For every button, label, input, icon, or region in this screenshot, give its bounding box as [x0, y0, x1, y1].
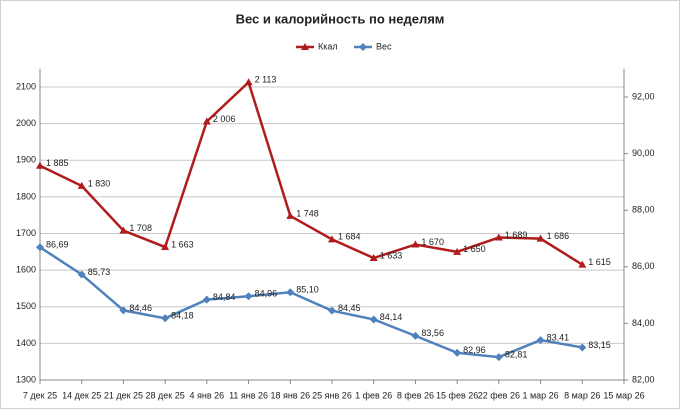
- series-line: [39, 246, 583, 359]
- marker: [36, 243, 44, 252]
- y-tick-label: 1400: [16, 338, 36, 348]
- y2-tick-label: 86,00: [632, 261, 655, 271]
- data-label: 83,15: [588, 340, 611, 350]
- data-label: 1 633: [380, 250, 403, 260]
- series-line: [39, 79, 583, 266]
- data-label: 2 006: [213, 114, 236, 124]
- marker: [286, 288, 295, 297]
- chart-title: Вес и калорийность по неделям: [236, 11, 445, 26]
- x-tick-label: 7 дек 25: [23, 390, 57, 400]
- data-label: 1 689: [505, 230, 528, 240]
- marker: [536, 336, 545, 345]
- x-tick-label: 8 фев 26: [397, 390, 434, 400]
- data-label: 84,18: [171, 311, 194, 321]
- marker: [494, 353, 503, 362]
- data-label: 85,10: [296, 285, 319, 295]
- marker: [161, 243, 170, 251]
- marker: [411, 240, 420, 248]
- marker: [202, 295, 211, 304]
- legend-label: Вес: [376, 41, 392, 51]
- data-label: 1 708: [129, 223, 152, 233]
- data-label: 84,14: [380, 312, 403, 322]
- x-tick-label: 25 янв 26: [312, 390, 352, 400]
- marker: [328, 235, 336, 243]
- data-label: 85,73: [88, 267, 111, 277]
- data-label: 1 670: [421, 237, 444, 247]
- y-tick-label: 1300: [16, 374, 36, 384]
- marker: [77, 270, 86, 279]
- data-label: 1 615: [588, 257, 611, 267]
- data-label: 84,96: [255, 289, 278, 299]
- marker: [244, 292, 253, 301]
- x-tick-label: 4 янв 26: [190, 390, 225, 400]
- x-tick-label: 22 фев 26: [478, 390, 520, 400]
- y-tick-label: 1700: [16, 228, 36, 238]
- marker: [369, 254, 378, 262]
- marker: [453, 348, 462, 357]
- y-tick-label: 2000: [16, 118, 36, 128]
- x-tick-label: 15 фев 26: [436, 390, 478, 400]
- marker: [578, 260, 587, 268]
- y-tick-label: 2100: [16, 81, 36, 91]
- y-tick-label: 1500: [16, 301, 36, 311]
- data-label: 83,41: [547, 332, 570, 342]
- data-label: 1 650: [463, 244, 486, 254]
- y-tick-label: 1800: [16, 191, 36, 201]
- y2-tick-label: 88,00: [632, 205, 655, 215]
- x-tick-label: 18 янв 26: [270, 390, 310, 400]
- marker: [119, 226, 128, 234]
- x-tick-label: 15 мар 26: [603, 390, 644, 400]
- marker: [244, 78, 253, 86]
- y2-tick-label: 92,00: [632, 91, 655, 101]
- y2-tick-label: 84,00: [632, 318, 655, 328]
- data-label: 1 684: [338, 232, 361, 242]
- marker: [536, 234, 545, 242]
- marker: [359, 43, 367, 51]
- y-tick-label: 1900: [16, 155, 36, 165]
- marker: [202, 117, 211, 125]
- x-tick-label: 1 фев 26: [355, 390, 392, 400]
- marker: [161, 314, 170, 323]
- y2-tick-label: 82,00: [632, 374, 655, 384]
- data-label: 1 830: [88, 178, 111, 188]
- marker: [494, 233, 503, 241]
- legend-label: Ккал: [318, 41, 338, 51]
- data-label: 86,69: [46, 240, 69, 250]
- x-tick-label: 8 мар 26: [564, 390, 600, 400]
- y2-tick-label: 90,00: [632, 148, 655, 158]
- data-label: 1 748: [296, 208, 319, 218]
- x-tick-label: 1 мар 26: [522, 390, 558, 400]
- x-tick-label: 21 дек 25: [104, 390, 143, 400]
- data-label: 2 113: [255, 75, 277, 85]
- marker: [453, 247, 462, 255]
- data-label: 84,45: [338, 303, 361, 313]
- data-label: 82,96: [463, 345, 486, 355]
- marker: [36, 161, 44, 169]
- data-label: 83,56: [421, 328, 444, 338]
- x-tick-label: 11 янв 26: [229, 390, 268, 400]
- marker: [77, 181, 86, 189]
- data-label: 1 885: [46, 158, 69, 168]
- marker: [328, 306, 336, 315]
- data-label: 1 663: [171, 239, 194, 249]
- marker: [119, 306, 128, 315]
- data-label: 1 686: [547, 231, 570, 241]
- x-tick-label: 28 дек 25: [146, 390, 185, 400]
- data-label: 82,81: [505, 349, 528, 359]
- marker: [411, 331, 420, 340]
- y-tick-label: 1600: [16, 265, 36, 275]
- marker: [286, 211, 295, 219]
- data-label: 84,84: [213, 292, 236, 302]
- marker: [301, 43, 309, 50]
- data-label: 84,46: [129, 303, 152, 313]
- x-tick-label: 14 дек 25: [62, 390, 101, 400]
- marker: [578, 343, 587, 352]
- marker: [369, 315, 378, 324]
